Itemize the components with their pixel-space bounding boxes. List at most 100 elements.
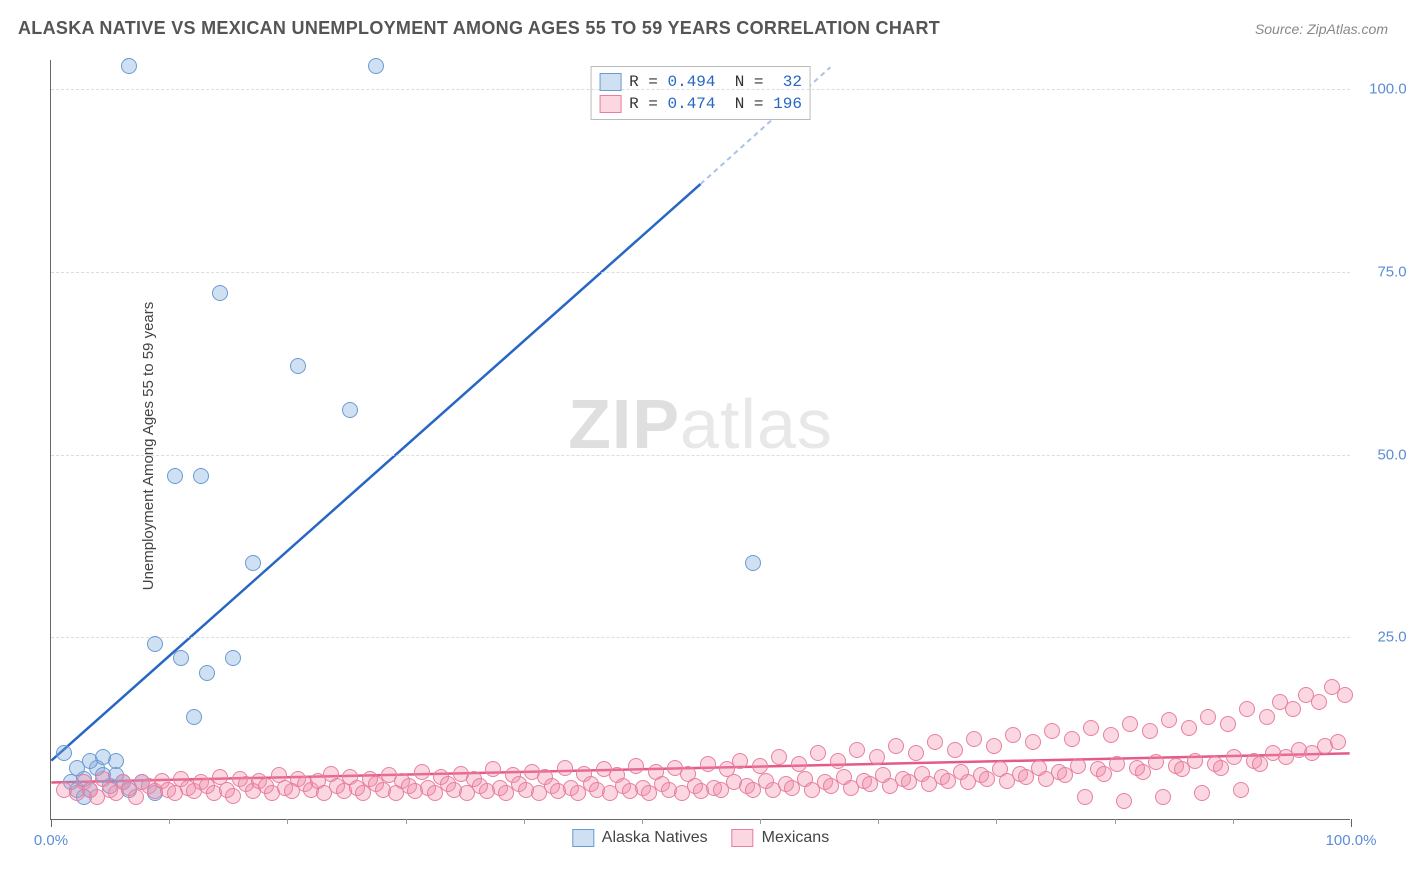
data-point bbox=[414, 764, 430, 780]
x-tick bbox=[169, 819, 170, 824]
chart-title: ALASKA NATIVE VS MEXICAN UNEMPLOYMENT AM… bbox=[18, 18, 940, 39]
data-point bbox=[1181, 720, 1197, 736]
data-point bbox=[1122, 716, 1138, 732]
x-tick-label: 100.0% bbox=[1326, 832, 1377, 849]
data-point bbox=[128, 789, 144, 805]
data-point bbox=[1213, 760, 1229, 776]
data-point bbox=[1005, 727, 1021, 743]
data-point bbox=[1103, 727, 1119, 743]
data-point bbox=[1109, 756, 1125, 772]
gridline bbox=[51, 637, 1350, 638]
data-point bbox=[791, 756, 807, 772]
data-point bbox=[1116, 793, 1132, 809]
gridline bbox=[51, 89, 1350, 90]
y-tick-label: 100.0% bbox=[1369, 81, 1406, 98]
data-point bbox=[830, 753, 846, 769]
data-point bbox=[745, 555, 761, 571]
data-point bbox=[1025, 734, 1041, 750]
x-tick bbox=[1115, 819, 1116, 824]
data-point bbox=[869, 749, 885, 765]
legend-stat-row: R = 0.474 N = 196 bbox=[599, 93, 802, 115]
data-point bbox=[732, 753, 748, 769]
x-tick bbox=[1351, 819, 1352, 827]
data-point bbox=[927, 734, 943, 750]
data-point bbox=[966, 731, 982, 747]
data-point bbox=[1187, 753, 1203, 769]
data-point bbox=[628, 758, 644, 774]
data-point bbox=[167, 468, 183, 484]
data-point bbox=[56, 745, 72, 761]
data-point bbox=[193, 468, 209, 484]
data-point bbox=[342, 402, 358, 418]
x-tick bbox=[1233, 819, 1234, 824]
data-point bbox=[1155, 789, 1171, 805]
x-tick bbox=[287, 819, 288, 824]
data-point bbox=[908, 745, 924, 761]
data-point bbox=[986, 738, 1002, 754]
data-point bbox=[1239, 701, 1255, 717]
x-tick bbox=[996, 819, 997, 824]
x-tick bbox=[760, 819, 761, 824]
gridline bbox=[51, 455, 1350, 456]
y-tick-label: 50.0% bbox=[1377, 446, 1406, 463]
data-point bbox=[82, 753, 98, 769]
data-point bbox=[225, 788, 241, 804]
data-point bbox=[1285, 701, 1301, 717]
data-point bbox=[888, 738, 904, 754]
data-point bbox=[810, 745, 826, 761]
legend-label: Mexicans bbox=[762, 829, 830, 847]
data-point bbox=[1161, 712, 1177, 728]
source-attribution: Source: ZipAtlas.com bbox=[1255, 21, 1388, 37]
legend-swatch bbox=[599, 95, 621, 113]
data-point bbox=[485, 761, 501, 777]
legend-swatch bbox=[572, 829, 594, 847]
trend-lines bbox=[51, 60, 1350, 819]
series-legend: Alaska Natives Mexicans bbox=[572, 829, 829, 847]
data-point bbox=[1064, 731, 1080, 747]
data-point bbox=[225, 650, 241, 666]
watermark: ZIPatlas bbox=[568, 384, 833, 464]
legend-swatch bbox=[732, 829, 754, 847]
data-point bbox=[1083, 720, 1099, 736]
data-point bbox=[1220, 716, 1236, 732]
data-point bbox=[700, 756, 716, 772]
data-point bbox=[186, 709, 202, 725]
data-point bbox=[1226, 749, 1242, 765]
data-point bbox=[1077, 789, 1093, 805]
data-point bbox=[368, 58, 384, 74]
x-tick bbox=[51, 819, 52, 827]
data-point bbox=[1330, 734, 1346, 750]
x-tick bbox=[406, 819, 407, 824]
data-point bbox=[1194, 785, 1210, 801]
data-point bbox=[121, 58, 137, 74]
legend-stat-text: R = 0.474 N = 196 bbox=[629, 95, 802, 113]
scatter-plot: ZIPatlas R = 0.494 N = 32R = 0.474 N = 1… bbox=[50, 60, 1350, 820]
legend-item: Alaska Natives bbox=[572, 829, 708, 847]
data-point bbox=[1200, 709, 1216, 725]
legend-label: Alaska Natives bbox=[602, 829, 708, 847]
legend-item: Mexicans bbox=[732, 829, 830, 847]
data-point bbox=[1252, 756, 1268, 772]
data-point bbox=[245, 555, 261, 571]
header: ALASKA NATIVE VS MEXICAN UNEMPLOYMENT AM… bbox=[18, 18, 1388, 39]
data-point bbox=[1337, 687, 1353, 703]
y-tick-label: 75.0% bbox=[1377, 263, 1406, 280]
y-tick-label: 25.0% bbox=[1377, 629, 1406, 646]
data-point bbox=[557, 760, 573, 776]
data-point bbox=[1311, 694, 1327, 710]
data-point bbox=[1259, 709, 1275, 725]
x-tick-label: 0.0% bbox=[34, 832, 68, 849]
data-point bbox=[947, 742, 963, 758]
data-point bbox=[752, 758, 768, 774]
data-point bbox=[1142, 723, 1158, 739]
gridline bbox=[51, 272, 1350, 273]
data-point bbox=[849, 742, 865, 758]
data-point bbox=[1044, 723, 1060, 739]
data-point bbox=[1148, 754, 1164, 770]
correlation-legend: R = 0.494 N = 32R = 0.474 N = 196 bbox=[590, 66, 811, 120]
x-tick bbox=[642, 819, 643, 824]
data-point bbox=[771, 749, 787, 765]
data-point bbox=[290, 358, 306, 374]
data-point bbox=[1233, 782, 1249, 798]
data-point bbox=[199, 665, 215, 681]
